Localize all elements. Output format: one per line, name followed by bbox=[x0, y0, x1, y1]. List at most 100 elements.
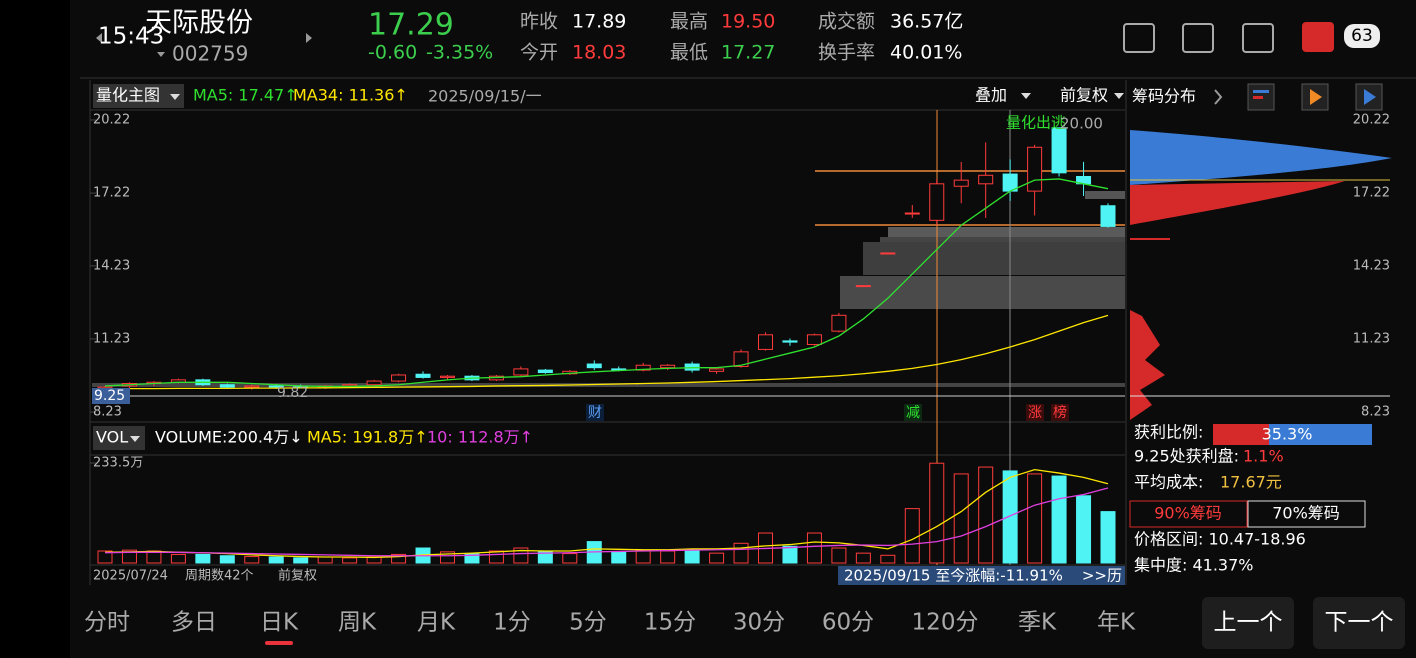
candle-body bbox=[391, 374, 407, 382]
chip-tab-label[interactable]: 90%筹码 bbox=[1154, 504, 1222, 523]
icon-x[interactable] bbox=[1242, 23, 1274, 53]
volume-bar bbox=[953, 473, 969, 564]
ma5-line bbox=[104, 178, 1109, 388]
volume-bar bbox=[268, 556, 284, 564]
event-tag bbox=[904, 404, 922, 421]
low-label: 9.82 bbox=[277, 385, 308, 401]
periods: 周期数42个 bbox=[185, 569, 254, 584]
indicator-select[interactable] bbox=[93, 84, 184, 108]
chip-icon[interactable] bbox=[1247, 83, 1275, 111]
next-stock-arrow[interactable] bbox=[306, 33, 312, 43]
vol-ma5-label: MA5: 191.8万↑ bbox=[307, 428, 428, 447]
kline-plot: 20.22 20.22 17.22 17.22 14.23 14.23 11.23 11.23… bbox=[90, 113, 1390, 564]
indicator[interactable]: 量化主图 bbox=[96, 86, 160, 105]
high-label: 20.00 bbox=[1060, 115, 1103, 133]
stat-value: 17.27 bbox=[721, 42, 775, 64]
dropdown bbox=[1114, 93, 1124, 99]
period-tab[interactable]: 120分 bbox=[912, 610, 979, 636]
volume-bar bbox=[1076, 495, 1092, 564]
concentration: 集中度: 41.37% bbox=[1134, 556, 1254, 575]
ma5-label: MA5: 17.47↑ bbox=[193, 86, 298, 105]
period-tab[interactable]: 日K bbox=[260, 610, 299, 636]
volume-bar bbox=[1002, 470, 1018, 564]
stats: 昨收 17.89 今开 18.03 最高 19.50 最低 17.27 成交额 36.57亿换手率… bbox=[520, 11, 963, 64]
prev-button[interactable] bbox=[1202, 597, 1294, 649]
y-tick-label: 11.23 bbox=[93, 331, 130, 346]
avg-cost: 17.67元 bbox=[1220, 473, 1282, 492]
date: 2025/09/15/一 bbox=[428, 87, 542, 106]
volume-bar bbox=[195, 553, 211, 564]
candle-body bbox=[586, 363, 602, 369]
chip-profit bbox=[1130, 130, 1392, 185]
candle-body bbox=[537, 369, 553, 374]
overlay[interactable]: 叠加 bbox=[975, 86, 1007, 105]
candle-body bbox=[831, 314, 847, 332]
adjust[interactable]: 前复权 bbox=[1060, 86, 1108, 105]
candle-body bbox=[1027, 146, 1043, 192]
period-tab[interactable]: 季K bbox=[1018, 610, 1057, 636]
volume-bar bbox=[562, 553, 578, 564]
period-tab[interactable]: 月K bbox=[417, 610, 456, 636]
clock: 15:43 bbox=[98, 24, 164, 50]
period-tab[interactable]: 30分 bbox=[733, 610, 785, 636]
volume-bar bbox=[929, 462, 945, 564]
volume-bar bbox=[880, 554, 896, 564]
stat-label: 今开 bbox=[520, 42, 558, 64]
period-tab[interactable]: 15分 bbox=[644, 610, 696, 636]
icon-minimize[interactable] bbox=[1123, 23, 1155, 53]
stat-value: 36.57亿 bbox=[890, 11, 963, 33]
icon-glyph bbox=[1364, 89, 1376, 105]
chip-y-tick-label: 8.23 bbox=[1361, 405, 1390, 420]
chevron[interactable] bbox=[1214, 89, 1223, 105]
y-tick-label: 20.22 bbox=[93, 113, 130, 128]
volume-bar bbox=[1100, 511, 1116, 564]
icon-glyph bbox=[1253, 96, 1263, 99]
vol-indicator[interactable]: VOL bbox=[96, 428, 128, 447]
next-button[interactable] bbox=[1313, 597, 1405, 649]
volume-bar bbox=[97, 550, 113, 564]
volume-bar bbox=[684, 549, 700, 564]
period-tab[interactable]: 周K bbox=[338, 610, 377, 636]
event-tag bbox=[1051, 404, 1069, 421]
range-more[interactable]: >>历 bbox=[1082, 567, 1122, 585]
period-tabs: 分时 多日 日K 周K 月K 1分 5分 15分 30分 60分 120分 季K 年K bbox=[84, 610, 1136, 645]
pressure-zone bbox=[840, 276, 1125, 309]
candle-body bbox=[513, 368, 529, 376]
current-price-tag bbox=[92, 388, 130, 404]
candle-body bbox=[635, 364, 651, 371]
period-tab[interactable]: 5分 bbox=[569, 610, 607, 636]
period-tab[interactable]: 1分 bbox=[493, 610, 531, 636]
volume-bar bbox=[317, 556, 333, 564]
candle-body bbox=[709, 368, 725, 372]
code-dropdown[interactable] bbox=[157, 52, 165, 57]
volume-bar bbox=[611, 551, 627, 564]
chip-tab-label[interactable]: 70%筹码 bbox=[1272, 504, 1340, 523]
button-label[interactable]: 下一个 bbox=[1325, 610, 1394, 636]
chip-y-tick-label: 17.22 bbox=[1353, 186, 1390, 201]
chip-y-tick-label: 20.22 bbox=[1353, 113, 1390, 128]
event-tag bbox=[586, 404, 604, 421]
range-box[interactable] bbox=[838, 566, 1125, 585]
signal-label: 量化出逃 bbox=[1006, 114, 1066, 132]
chip-tab[interactable] bbox=[1129, 500, 1248, 528]
candle-body bbox=[439, 375, 455, 378]
icon-screen[interactable] bbox=[1182, 23, 1214, 53]
prev-stock-arrow[interactable] bbox=[96, 33, 102, 43]
volume-bar bbox=[904, 508, 920, 564]
period-tab[interactable]: 多日 bbox=[171, 610, 217, 636]
y-tick-label: 17.22 bbox=[93, 186, 130, 201]
icon-signal[interactable] bbox=[1302, 22, 1334, 52]
volume-bar bbox=[244, 556, 260, 564]
pressure-zone bbox=[863, 242, 1125, 275]
profit: 35.3% bbox=[1262, 425, 1313, 444]
period-tab[interactable]: 分时 bbox=[84, 610, 130, 636]
chip-tab[interactable] bbox=[1247, 500, 1366, 528]
event-label: 财 bbox=[588, 405, 602, 421]
period-tab[interactable]: 60分 bbox=[822, 610, 874, 636]
button-label[interactable]: 上一个 bbox=[1214, 610, 1283, 636]
volume-bar bbox=[806, 532, 822, 564]
ma34-line bbox=[104, 314, 1109, 390]
footer-adjust: 前复权 bbox=[278, 568, 317, 584]
period-tab[interactable]: 年K bbox=[1097, 610, 1136, 636]
price-range: 价格区间: 10.47-18.96 bbox=[1134, 530, 1306, 549]
